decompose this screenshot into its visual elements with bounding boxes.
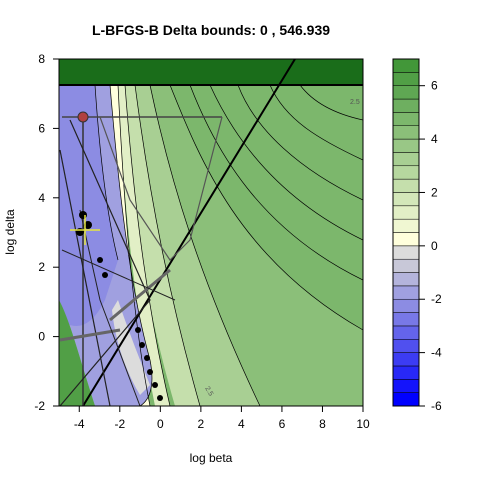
y-tick-label: 2 [38, 260, 45, 274]
x-axis-label: log beta [190, 451, 233, 465]
colorbar-tick-label: -4 [431, 346, 442, 360]
y-tick-label: 8 [38, 52, 45, 66]
colorbar-band [392, 112, 420, 126]
x-tick-label: 0 [157, 417, 164, 431]
x-tick-label: 4 [238, 417, 245, 431]
colorbar-band [392, 379, 420, 393]
colorbar-band [392, 285, 420, 300]
x-tick-label: -4 [74, 417, 85, 431]
x-axis: -4 -2 0 2 4 6 8 10 [74, 406, 370, 431]
colorbar-band [392, 165, 420, 180]
colorbar-band [392, 125, 420, 140]
optimizer-points [70, 111, 163, 401]
y-tick-label: 0 [38, 330, 45, 344]
optimizer-paths [59, 59, 296, 406]
colorbar-band [392, 325, 420, 340]
colorbar-band [392, 58, 420, 73]
colorbar-band [392, 218, 420, 233]
x-tick-label: 10 [356, 417, 370, 431]
colorbar-band [392, 192, 420, 207]
colorbar-band [392, 339, 420, 353]
colorbar-frame [392, 58, 420, 407]
y-tick-label: 4 [38, 191, 45, 205]
y-axis-label: log delta [3, 209, 17, 255]
colorbar-tick-label: 6 [431, 79, 438, 93]
colorbar-band [392, 352, 420, 367]
colorbar-tick-label: 0 [431, 239, 438, 253]
x-tick-label: 8 [319, 417, 326, 431]
colorbar-band [392, 365, 420, 380]
colorbar-band [392, 392, 420, 407]
colorbar-tick-label: -6 [431, 399, 442, 413]
y-tick-label: 6 [38, 121, 45, 135]
contour-lines [94, 84, 363, 406]
contour-label: 2.5 [350, 99, 360, 106]
x-tick-label: 2 [198, 417, 205, 431]
colorbar-band [392, 245, 420, 260]
colorbar-band [392, 232, 420, 247]
colorbar-tick-label: 2 [431, 185, 438, 199]
x-tick-label: -2 [114, 417, 125, 431]
colorbar-band [392, 72, 420, 86]
colorbar-band [392, 258, 420, 273]
colorbar-band [392, 152, 420, 167]
colorbar-band [392, 85, 420, 100]
contour-label: 2.5 [203, 386, 214, 398]
colorbar-band [392, 178, 420, 193]
colorbar-band [392, 312, 420, 327]
y-axis: -2 0 2 4 6 8 [34, 52, 59, 413]
colorbar-tick-label: -2 [431, 292, 442, 306]
colorbar-band [392, 272, 420, 287]
colorbar [392, 58, 420, 407]
colorbar-band [392, 298, 420, 313]
x-tick-label: 6 [279, 417, 286, 431]
colorbar-tick-label: 4 [431, 132, 438, 146]
y-tick-label: -2 [34, 399, 45, 413]
chart-title: L-BFGS-B Delta bounds: 0 , 546.939 [92, 22, 330, 38]
colorbar-axis: -6 -4 -2 0 2 4 6 [419, 79, 442, 413]
colorbar-band [392, 138, 420, 153]
colorbar-band [392, 98, 420, 113]
colorbar-band [392, 205, 420, 220]
plot-frame [58, 58, 364, 407]
